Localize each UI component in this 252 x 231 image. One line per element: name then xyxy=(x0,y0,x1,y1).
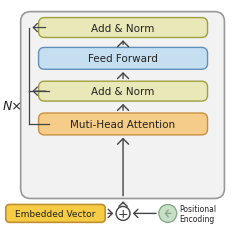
FancyBboxPatch shape xyxy=(39,48,208,70)
FancyBboxPatch shape xyxy=(39,113,208,135)
Circle shape xyxy=(116,207,130,220)
FancyBboxPatch shape xyxy=(39,18,208,38)
Text: Embedded Vector: Embedded Vector xyxy=(15,209,96,218)
FancyBboxPatch shape xyxy=(39,82,208,102)
Text: Feed Forward: Feed Forward xyxy=(88,54,158,64)
Text: Muti-Head Attention: Muti-Head Attention xyxy=(71,119,176,129)
Text: Add & Norm: Add & Norm xyxy=(91,87,155,97)
FancyBboxPatch shape xyxy=(21,12,225,199)
FancyBboxPatch shape xyxy=(6,205,105,222)
Text: N×: N× xyxy=(3,99,23,112)
Text: Add & Norm: Add & Norm xyxy=(91,23,155,33)
Text: Positional
Encoding: Positional Encoding xyxy=(180,204,217,223)
Text: +: + xyxy=(118,207,128,220)
Circle shape xyxy=(159,205,177,222)
